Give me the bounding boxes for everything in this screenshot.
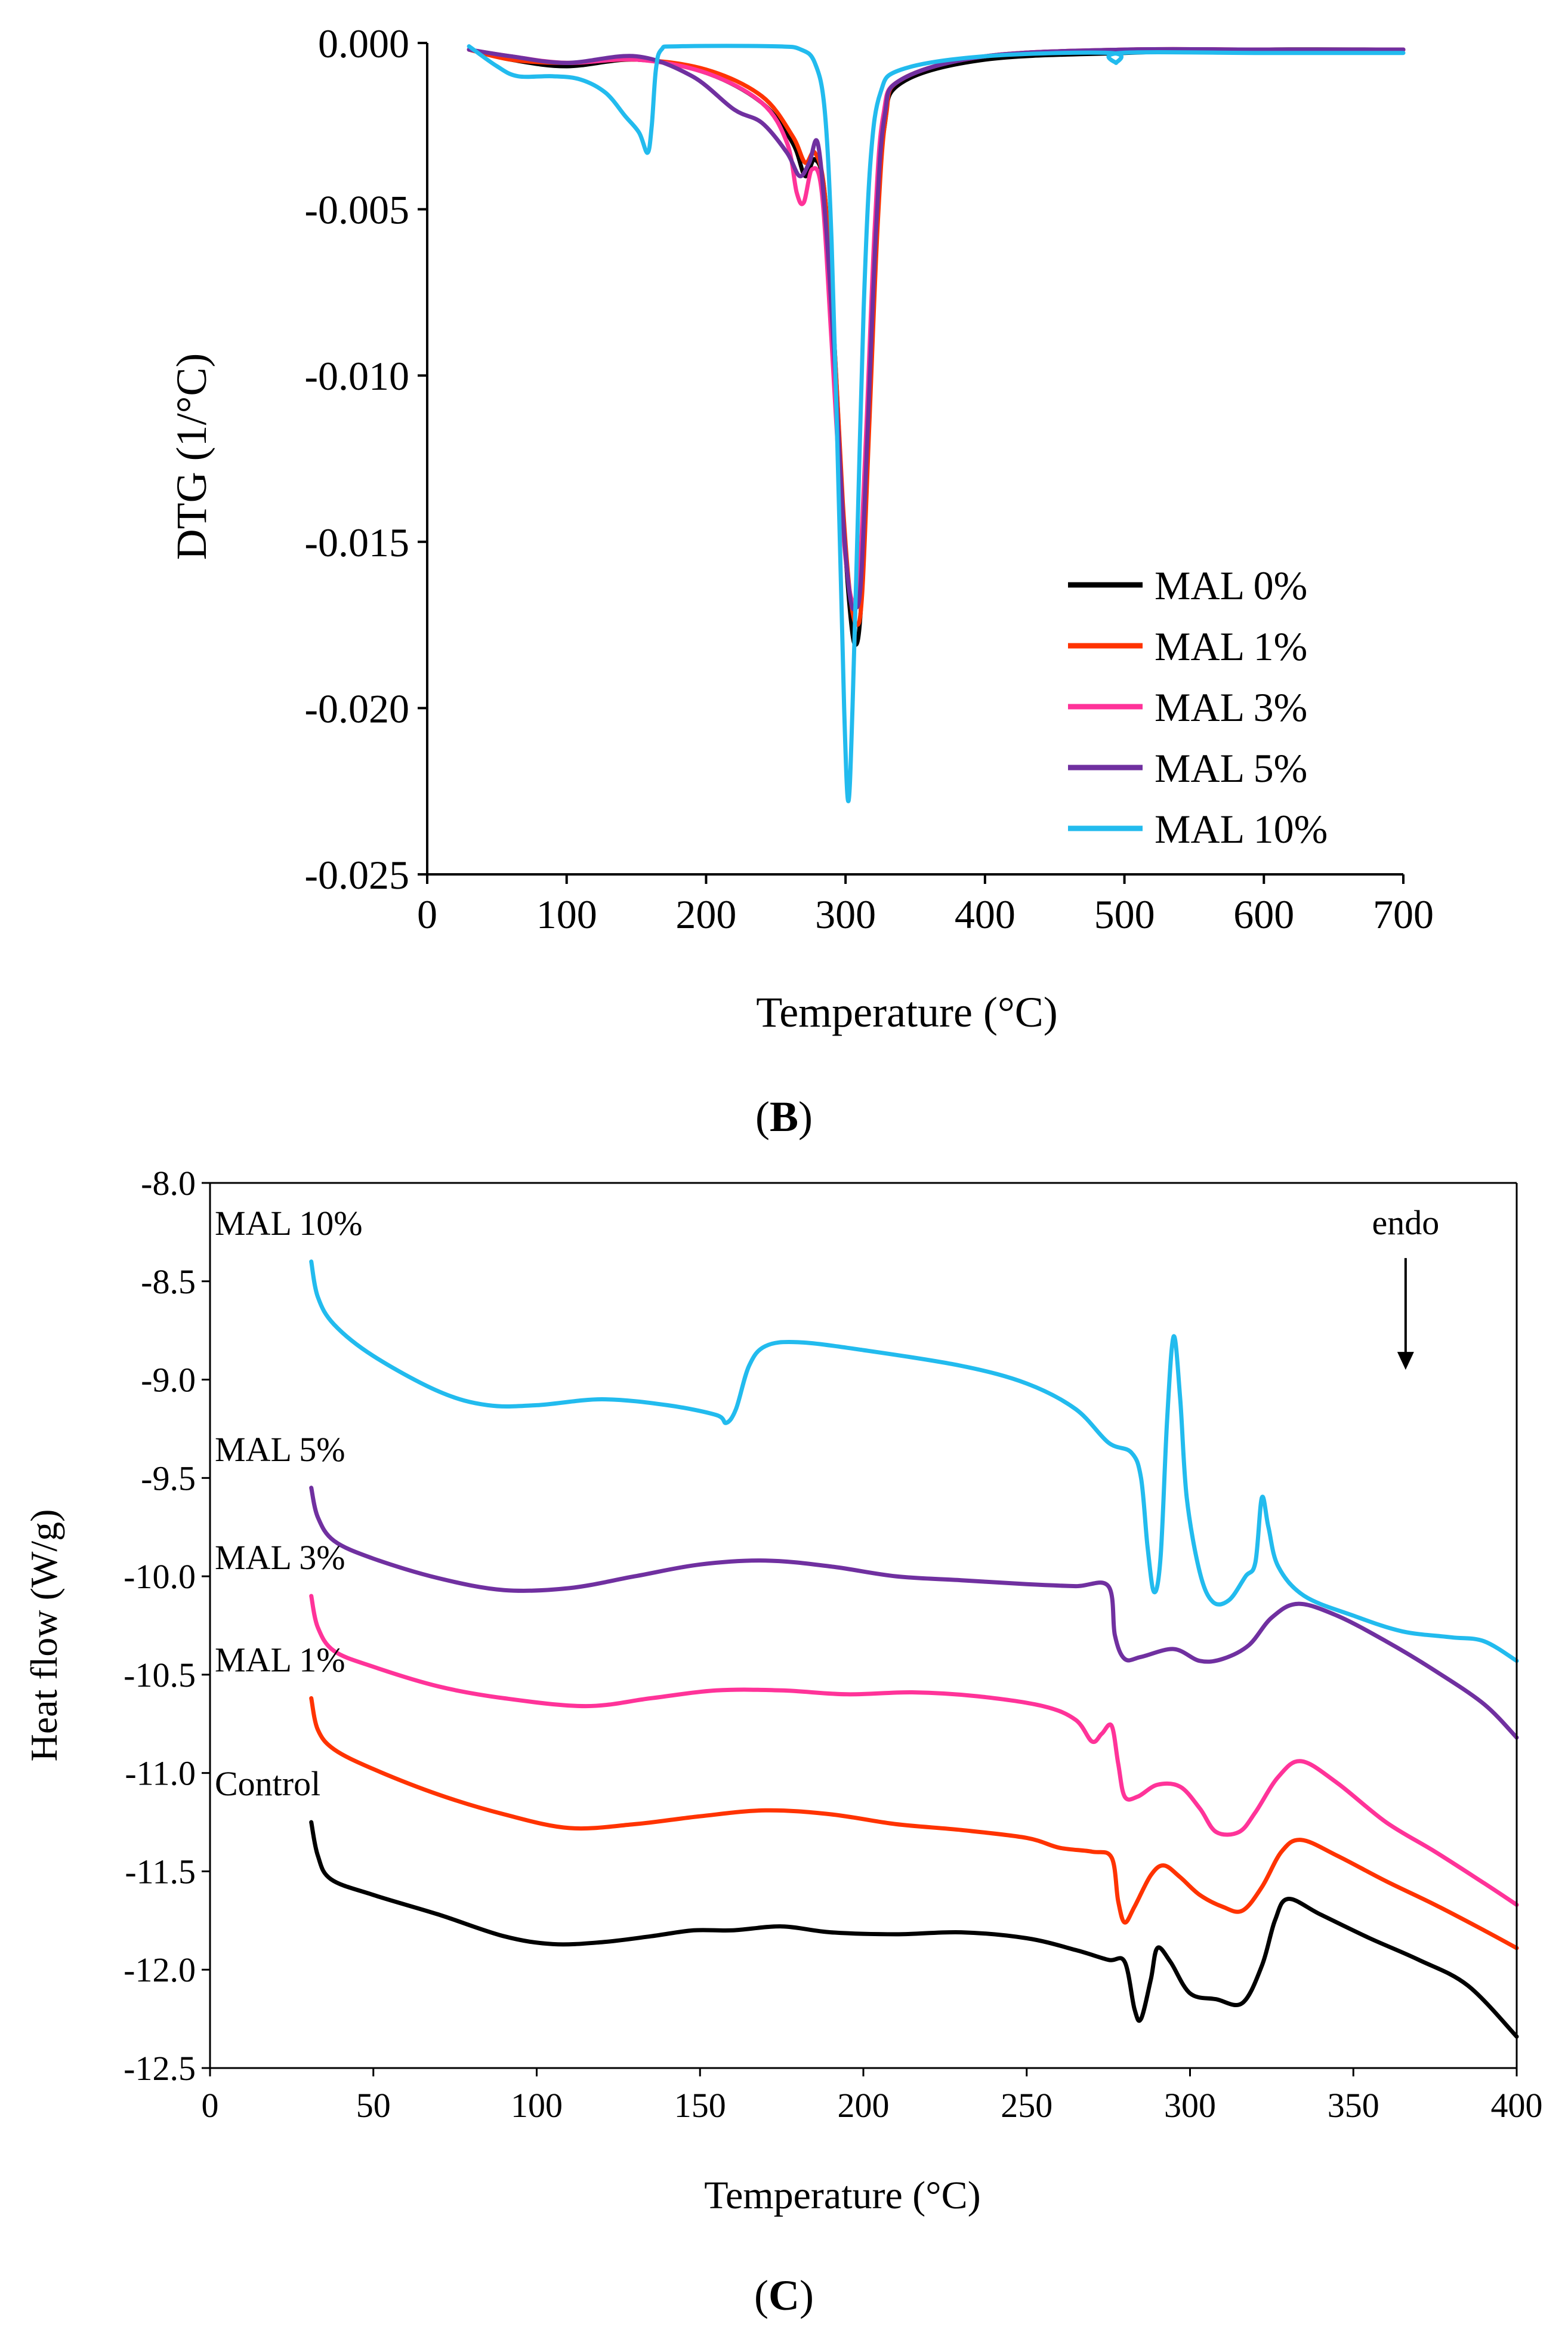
panel-b-series-line-4 [467,44,1406,803]
panel-b-letter: B [770,1093,798,1141]
panel-b-legend-label-4: MAL 10% [1155,806,1328,852]
panel-c-axes [202,1182,1518,2076]
panel-c-y-axis-label: Heat flow (W/g) [23,1509,65,1762]
panel-c-endo-label: endo [1372,1203,1439,1242]
panel-b-y-tick-label: -0.015 [304,520,409,565]
panel-c-endo-arrow-head-icon [1397,1352,1414,1370]
panel-c-series-label-3: MAL 1% [215,1640,345,1679]
panel-c-y-tick-label: -12.5 [124,2049,196,2088]
panel-b-x-tick-label: 100 [536,892,597,937]
panel-b-legend: MAL 0% MAL 1% MAL 3% MAL 5% MAL 10% [1068,563,1328,852]
panel-b-x-tick-label: 400 [955,892,1016,937]
panel-b-y-tick-label: -0.025 [304,852,409,898]
panel-b-legend-label-1: MAL 1% [1155,624,1307,669]
panel-c-y-tick-label: -9.0 [141,1361,196,1400]
panel-b-axes [418,42,1405,884]
panel-c-y-tick-label: -9.5 [141,1459,196,1497]
panel-c-x-tick-label: 0 [202,2086,219,2125]
panel-b-y-tick-label: -0.010 [304,353,409,399]
panel-b-y-tick-label: 0.000 [318,21,409,66]
panel-c-caption: (C) [754,2272,814,2319]
panel-c-x-tick-label: 350 [1328,2086,1379,2125]
panel-c-tick-labels: -8.0 -8.5 -9.0 -9.5 -10.0 -10.5 -11.0 -11.5 -12.… [124,1164,1542,2125]
panel-c-x-tick-label: 150 [674,2086,726,2125]
panel-c-x-tick-label: 200 [838,2086,890,2125]
panel-c-series-line-2 [309,1594,1519,1907]
panel-b-series [467,44,1406,803]
panel-c-x-tick-label: 50 [356,2086,391,2125]
panel-b-y-axis-label: DTG (1/°C) [168,353,215,560]
panel-b-legend-label-3: MAL 5% [1155,745,1307,791]
panel-c-y-tick-label: -11.0 [125,1754,196,1793]
panel-c-y-tick-label: -10.0 [124,1557,196,1596]
panel-c-series-line-3 [309,1696,1519,1950]
panel-b-legend-label-2: MAL 3% [1155,685,1307,730]
panel-c-x-tick-label: 300 [1164,2086,1216,2125]
panel-b-x-tick-label: 200 [675,892,736,937]
panel-c-y-tick-label: -11.5 [125,1852,196,1891]
panel-c-y-tick-label: -8.5 [141,1262,196,1301]
panel-b-x-axis-label: Temperature (°C) [756,988,1058,1036]
panel-b-legend-label-0: MAL 0% [1155,563,1307,608]
panel-c-series-label-0: MAL 10% [215,1204,363,1243]
panel-c-endo-annotation: endo [1372,1203,1439,1370]
panel-c-series-label-2: MAL 3% [215,1538,345,1577]
panel-c-series-labels: MAL 10% MAL 5% MAL 3% MAL 1% Control [215,1204,363,1803]
panel-c-letter: C [768,2272,800,2319]
panel-b-x-tick-label: 700 [1373,892,1434,937]
panel-c-series-label-4: Control [215,1764,320,1803]
panel-c-x-tick-label: 100 [511,2086,563,2125]
panel-c-x-axis-label: Temperature (°C) [704,2174,980,2217]
panel-c-y-tick-label: -10.5 [124,1656,196,1694]
panel-c-heat-flow-chart: -8.0 -8.5 -9.0 -9.5 -10.0 -10.5 -11.0 -11.5 -12.… [23,1164,1543,2319]
panel-b-x-tick-label: 300 [815,892,876,937]
panel-c-y-tick-label: -8.0 [141,1164,196,1203]
panel-c-x-tick-label: 250 [1001,2086,1052,2125]
panel-c-series [309,1259,1519,2039]
panel-b-y-tick-label: -0.005 [304,187,409,233]
panel-b-y-tick-label: -0.020 [304,686,409,731]
panel-b-x-tick-label: 0 [417,892,437,937]
panel-c-series-label-1: MAL 5% [215,1430,345,1469]
panel-b-x-tick-label: 500 [1094,892,1155,937]
panel-c-y-tick-label: -12.0 [124,1950,196,1989]
panel-c-series-line-4 [309,1820,1519,2039]
panel-b-x-tick-label: 600 [1233,892,1294,937]
panel-c-series-line-1 [309,1486,1519,1740]
panel-b-caption: (B) [755,1093,813,1141]
panel-c-series-line-0 [309,1259,1519,1663]
panel-c-x-tick-label: 400 [1491,2086,1543,2125]
